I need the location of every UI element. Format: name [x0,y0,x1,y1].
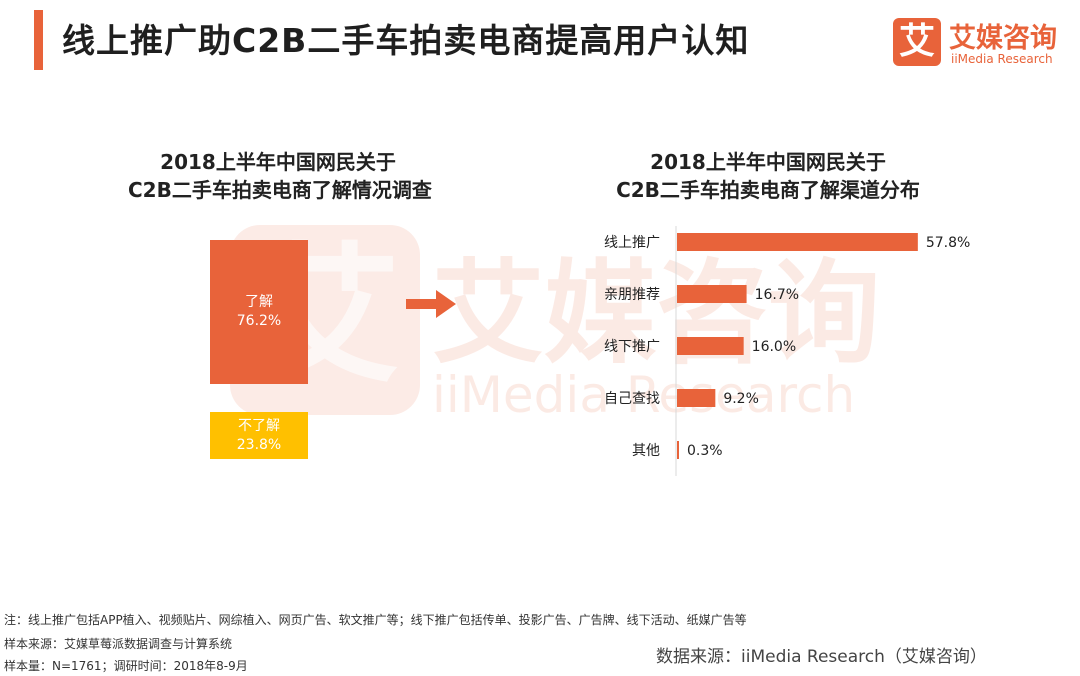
right-chart-title-line2: C2B二手车拍卖电商了解渠道分布 [616,178,920,202]
bar-value-label: 9.2% [723,391,759,407]
logo-en-text: iiMedia Research [951,52,1053,66]
bar-category-label: 线下推广 [604,339,660,355]
right-chart-title-line1: 2018上半年中国网民关于 [650,150,886,174]
page-title: 线上推广助C2B二手车拍卖电商提高用户认知 [62,21,750,60]
left-chart-title: 2018上半年中国网民关于 C2B二手车拍卖电商了解情况调查 [128,148,432,204]
right-arrow-icon [406,290,456,318]
unaware-value: 23.8% [236,436,282,453]
logo-mark-icon: 艾 [893,18,941,66]
brand-logo: 艾 艾媒咨询 iiMedia Research [893,18,1063,70]
footer-note: 注：线上推广包括APP植入、视频贴片、网综植入、网页广告、软文推广等；线下推广包… [4,613,747,627]
logo-cn-text: 艾媒咨询 [949,23,1057,54]
left-chart-title-line1: 2018上半年中国网民关于 [160,150,396,174]
aware-value: 76.2% [236,313,282,329]
sample-size: 样本量：N=1761；调研时间：2018年8-9月 [4,659,248,673]
left-chart-title-line2: C2B二手车拍卖电商了解情况调查 [128,178,432,202]
unaware-block: 不了解 23.8% [210,412,308,459]
unaware-label: 不了解 [238,417,280,434]
bar-category-label: 亲朋推荐 [604,287,660,303]
watermark-en: iiMedia Research [432,366,855,424]
bar-2 [677,285,747,303]
bar-value-label: 57.8% [926,235,970,251]
bar-value-label: 0.3% [687,443,723,459]
bar-1 [677,233,918,251]
bar-category-label: 线上推广 [604,235,660,251]
bar-3 [677,337,744,355]
title-accent-bar [34,10,43,70]
data-source: 数据来源：iiMedia Research（艾媒咨询） [656,647,987,667]
bar-5 [677,441,679,459]
bar-value-label: 16.7% [755,287,799,303]
watermark-cn: 艾媒咨询 [432,249,880,379]
bar-category-label: 自己查找 [604,391,660,407]
right-chart-title: 2018上半年中国网民关于 C2B二手车拍卖电商了解渠道分布 [608,148,928,204]
aware-block: 了解 76.2% [210,240,308,384]
aware-label: 了解 [245,294,273,310]
bar-category-label: 其他 [632,443,660,459]
bar-4 [677,389,716,407]
bar-value-label: 16.0% [752,339,796,355]
sample-source: 样本来源：艾媒草莓派数据调查与计算系统 [4,637,233,651]
